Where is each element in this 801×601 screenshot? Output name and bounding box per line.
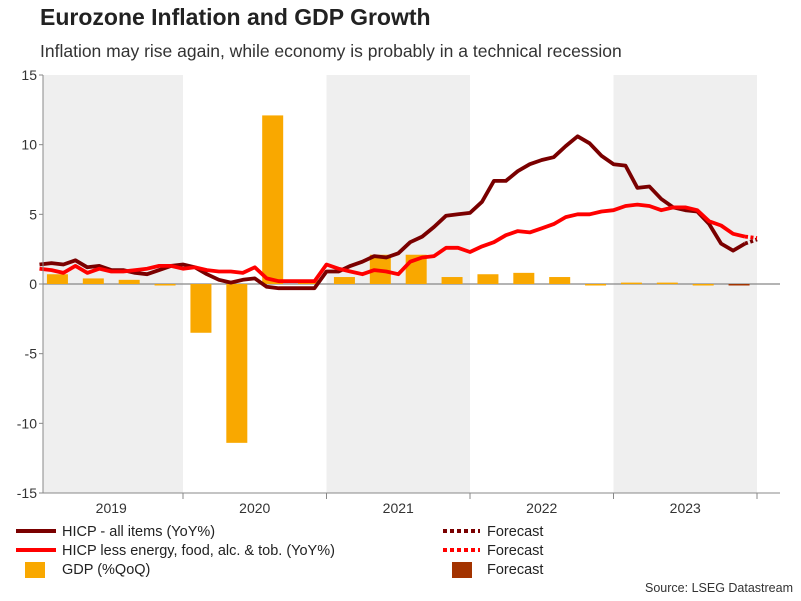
legend-swatch-core — [16, 548, 56, 552]
legend-swatch-core-forecast — [443, 548, 480, 552]
gdp-bar-16 — [620, 282, 642, 285]
chart-title: Eurozone Inflation and GDP Growth — [40, 4, 431, 30]
hicp-inflation-line — [39, 134, 746, 291]
source-note: Source: LSEG Datastream — [645, 581, 793, 595]
gdp-bar-5 — [226, 284, 248, 443]
y-tick-label: -15 — [17, 485, 37, 501]
legend-label-core: HICP less energy, food, alc. & tob. (YoY… — [62, 543, 335, 559]
y-tick-label: -5 — [25, 346, 38, 362]
x-tick-labels: 2019 2020 2021 2022 2023 — [96, 500, 701, 516]
gdp-bar-15 — [585, 284, 607, 286]
inflation-lines — [39, 134, 758, 291]
legend-swatch-gdp-forecast — [452, 562, 472, 578]
gdp-bar-11 — [441, 277, 463, 284]
core-inflation-forecast-line — [744, 234, 758, 240]
gdp-bar-8 — [333, 277, 355, 284]
hicp-inflation-forecast-line — [744, 237, 758, 246]
x-tick-label: 2023 — [670, 500, 701, 516]
legend-label-gdp: GDP (%QoQ) — [62, 562, 151, 578]
legend-label-hicp: HICP - all items (YoY%) — [62, 524, 216, 540]
gdp-bar-12 — [477, 274, 499, 284]
legend-label-hicp-forecast: Forecast — [487, 524, 544, 540]
y-tick-label: 5 — [29, 206, 37, 222]
chart-subtitle: Inflation may rise again, while economy … — [40, 41, 622, 61]
y-tick-labels: -15 -10 -5 0 5 10 15 — [17, 67, 37, 501]
gdp-bar-1 — [82, 278, 104, 284]
legend-swatch-gdp-forecast-rect — [452, 562, 472, 578]
gdp-bar-4 — [190, 284, 212, 333]
legend-label-core-forecast: Forecast — [487, 543, 544, 559]
gdp-bar-17 — [656, 282, 678, 285]
legend-swatch-gdp — [25, 562, 45, 578]
x-tick-label: 2021 — [383, 500, 414, 516]
axes — [39, 74, 780, 499]
y-tick-label: 0 — [29, 276, 37, 292]
gdp-bar-0 — [46, 274, 68, 284]
core-inflation-line — [39, 202, 746, 284]
y-tick-label: -10 — [17, 415, 37, 431]
gdp-bar-18 — [692, 284, 714, 286]
x-tick-label: 2022 — [526, 500, 557, 516]
legend-swatch-hicp-forecast — [443, 529, 480, 533]
gdp-bar-2 — [118, 279, 140, 284]
gdp-bars — [46, 115, 750, 443]
y-tick-label: 10 — [21, 137, 37, 153]
y-tick-label: 15 — [21, 67, 37, 83]
legend-label-gdp-forecast: Forecast — [487, 562, 544, 578]
legend-swatch-hicp — [16, 529, 56, 533]
x-tick-label: 2020 — [239, 500, 270, 516]
gdp-bar-3 — [154, 284, 176, 286]
gdp-bar-13 — [513, 272, 535, 284]
gdp-forecast-bar-0 — [728, 284, 750, 286]
legend-swatch-gdp-rect — [25, 562, 45, 578]
gdp-bar-14 — [549, 277, 571, 284]
x-tick-label: 2019 — [96, 500, 127, 516]
gdp-bar-6 — [262, 115, 284, 284]
